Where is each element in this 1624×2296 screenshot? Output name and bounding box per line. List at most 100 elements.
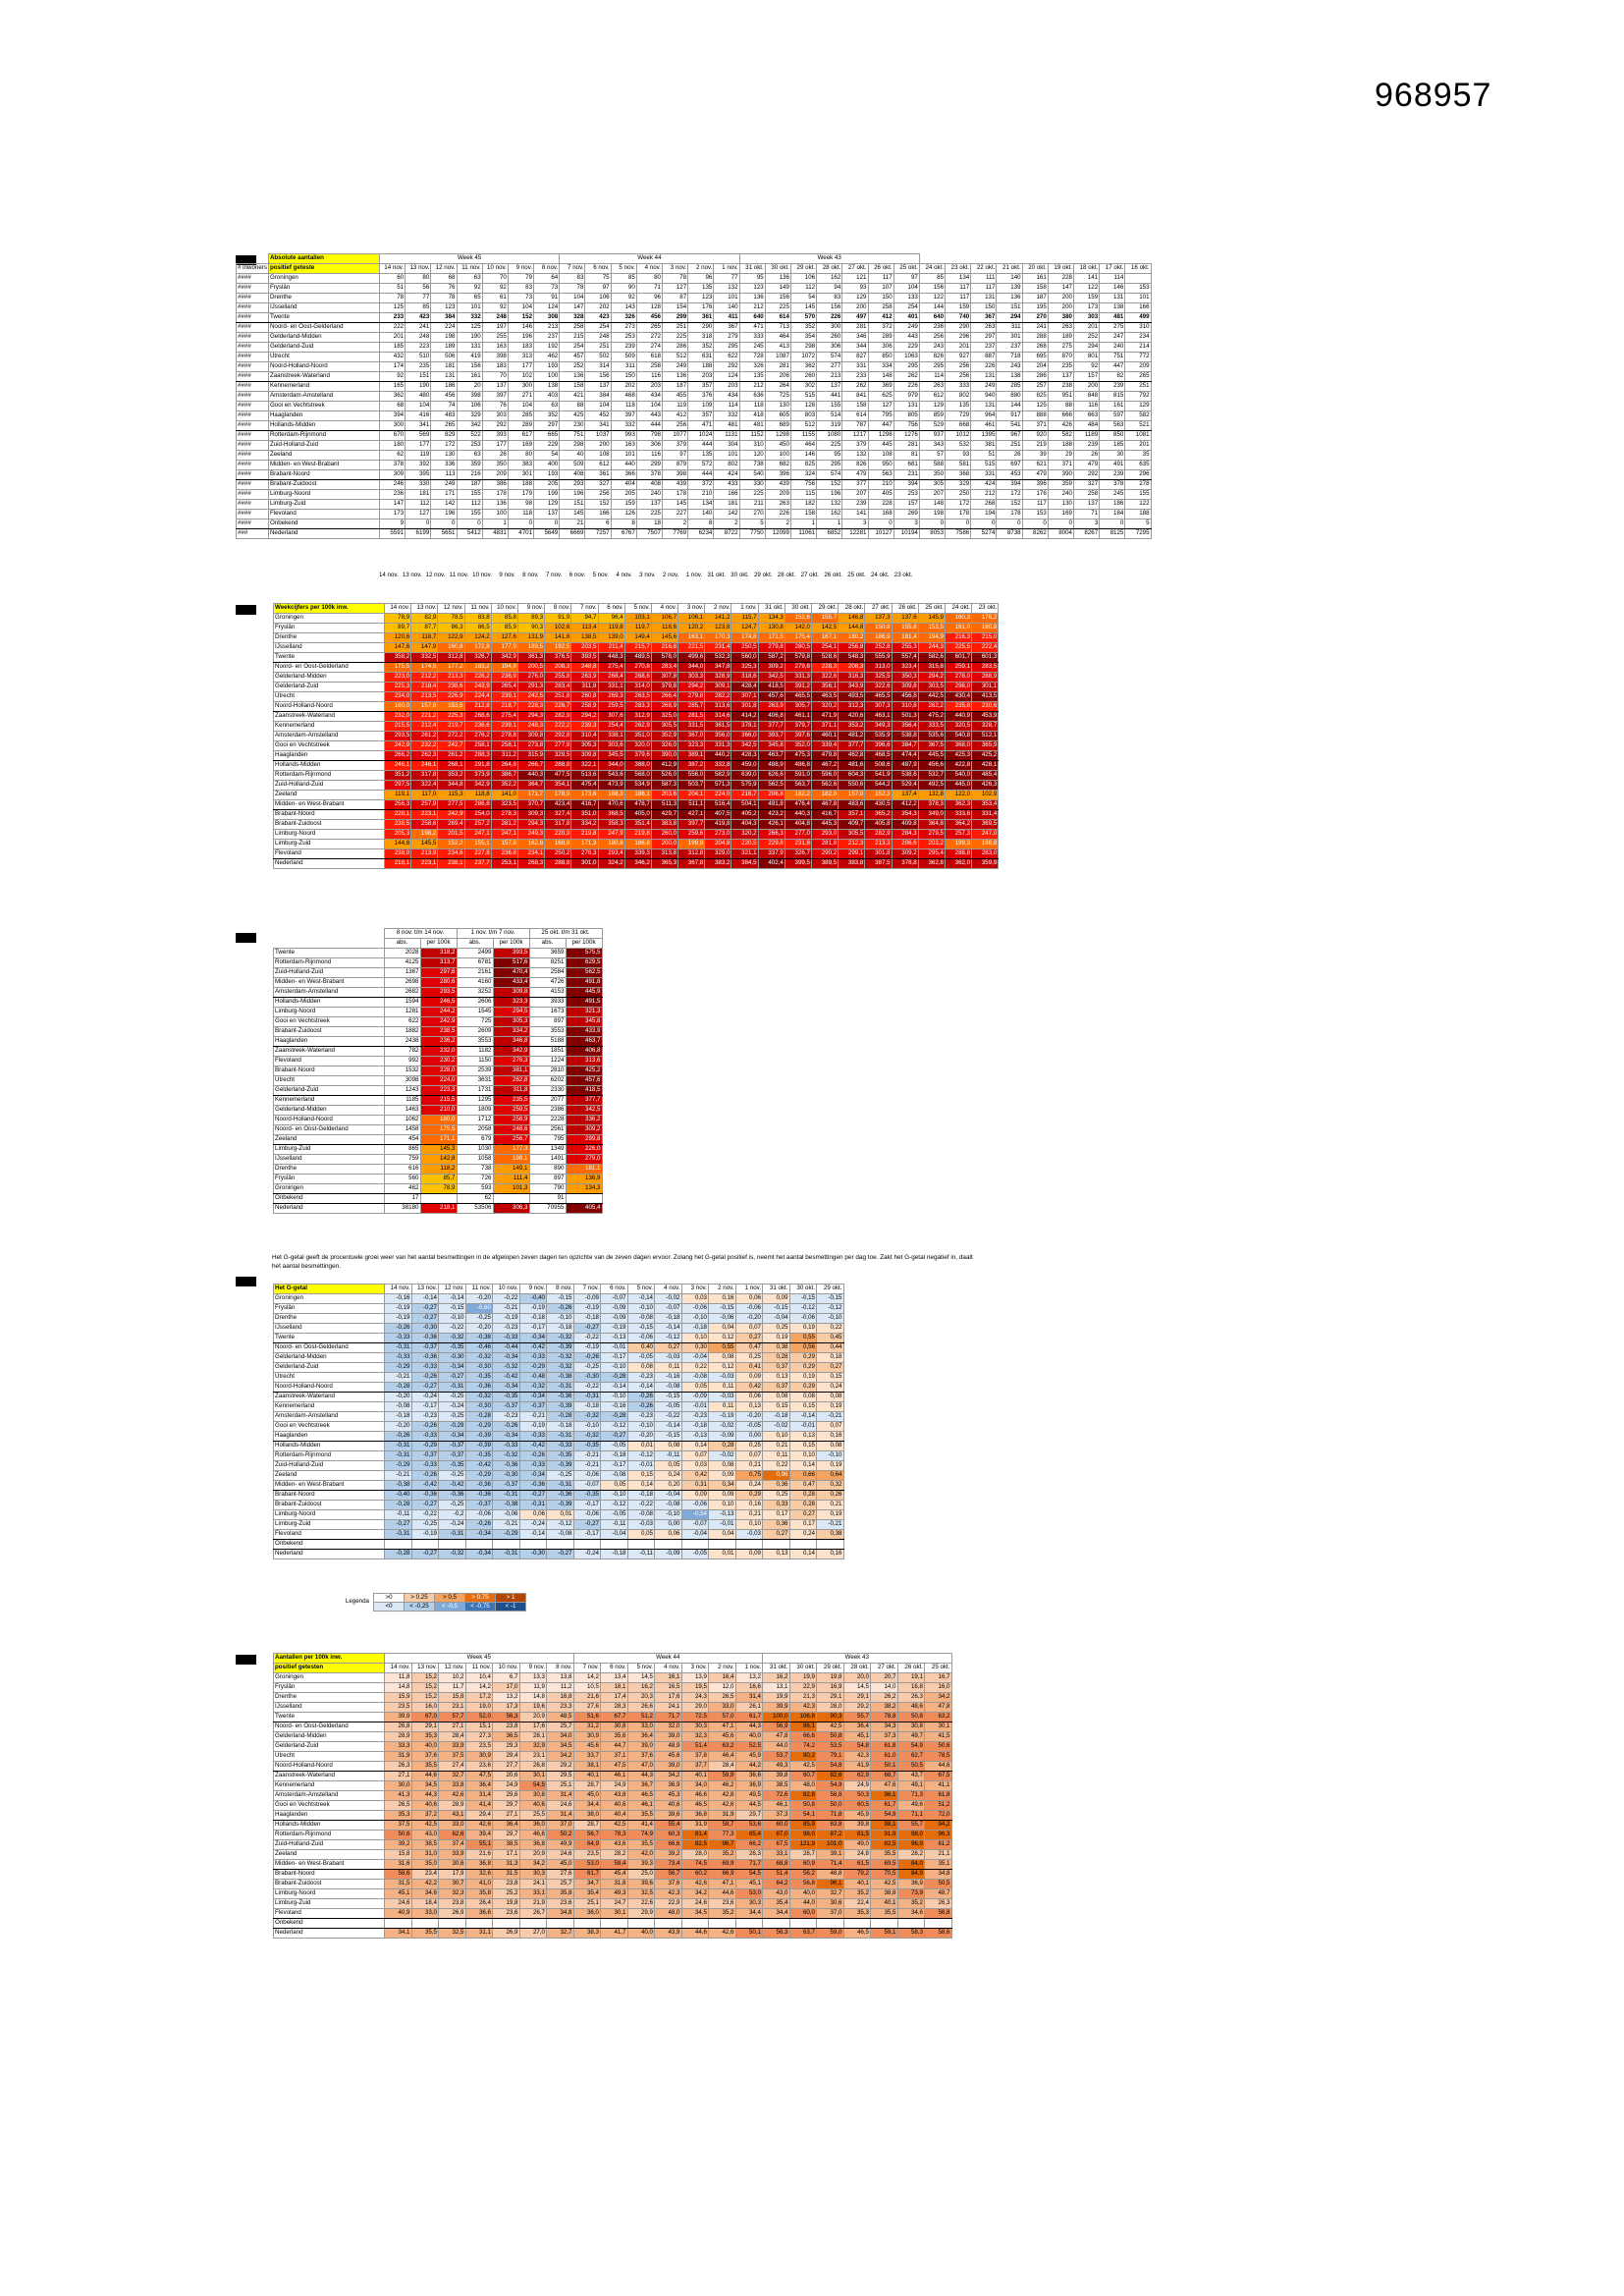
g-cell: -0,09 xyxy=(572,1293,601,1304)
value-cell: 11061 xyxy=(789,528,818,539)
value-cell: 180,8 xyxy=(597,839,625,849)
value-cell: 404 xyxy=(610,479,637,490)
value-cell: 161 xyxy=(1099,401,1126,411)
g-cell: -0,28 xyxy=(600,1372,628,1383)
region-name: Onbekend xyxy=(273,1539,385,1550)
value-cell: 26,9 xyxy=(492,1928,520,1939)
g-cell: -0,36 xyxy=(464,1480,493,1491)
value-cell: 80 xyxy=(507,450,535,461)
g-cell xyxy=(680,1539,709,1550)
value-cell: 63,2 xyxy=(708,1741,736,1752)
value-cell: 12,0 xyxy=(708,1682,736,1693)
value-cell: 218,4 xyxy=(410,682,439,692)
value-cell: 398 xyxy=(481,352,509,362)
date-header: 31 okt. xyxy=(757,603,785,614)
region-name: Haaglanden xyxy=(273,1810,385,1821)
table-row: Limburg-Noord 45,1 34,6 32,3 35,8 25,2 33,1 35,… xyxy=(273,1888,952,1899)
value-cell: 42,6 xyxy=(438,1790,466,1801)
date-header: 4 nov. xyxy=(654,1663,682,1673)
value-cell: 270,8 xyxy=(623,662,652,673)
value-cell: 26,6 xyxy=(626,1702,655,1713)
value-cell: 29,9 xyxy=(626,1908,655,1919)
value-cell: 322,1 xyxy=(570,760,599,771)
value-cell: 631 xyxy=(687,352,715,362)
value-cell: 68 xyxy=(378,401,406,411)
region-name: Gelderland-Midden xyxy=(267,332,380,343)
value-cell: 73 xyxy=(507,293,535,303)
value-cell: 366 xyxy=(610,469,637,480)
value-cell: 313,0 xyxy=(864,662,893,673)
value-cell: 57 xyxy=(918,450,947,461)
region-name: Groningen xyxy=(273,1183,385,1194)
table-row: Zuid-Holland-Zuid 39,2 38,5 37,4 55,1 38,5 36,… xyxy=(273,1839,952,1850)
g-cell: -0,12 xyxy=(600,1500,628,1510)
g-cell: -0,32 xyxy=(546,1362,574,1373)
value-cell: 293,5 xyxy=(383,731,412,741)
value-cell: 327 xyxy=(1072,479,1101,490)
value-cell: 416 xyxy=(405,410,432,421)
region-name: Groningen xyxy=(267,273,380,284)
value-cell: 262,2 xyxy=(917,701,946,712)
value-cell: 241 xyxy=(405,322,432,333)
g-cell: -0,08 xyxy=(384,1401,412,1412)
g-cell: -0,17 xyxy=(410,1401,439,1412)
value-cell: 10,5 xyxy=(572,1682,601,1693)
per100k-cell: 142,8 xyxy=(419,1154,458,1165)
value-cell: 37,2 xyxy=(410,1810,439,1821)
value-cell: 46,6 xyxy=(518,1830,547,1840)
value-cell: 35,4 xyxy=(572,1888,601,1899)
date-header: 4 nov. xyxy=(654,1284,682,1294)
g-cell: 0,12 xyxy=(708,1362,736,1373)
value-cell: 156 xyxy=(456,361,483,372)
value-cell: 162,8 xyxy=(516,839,546,849)
value-cell: 23,5 xyxy=(572,1849,601,1860)
date-header: 25 okt. xyxy=(924,1663,952,1673)
value-cell: 90,3 xyxy=(816,1712,844,1722)
value-cell: 25,1 xyxy=(572,1898,601,1909)
table-row: #### Groningen 60 80 68 63 70 79 64 83 75 85 80 78 96 7… xyxy=(236,273,1152,284)
value-cell: 322,4 xyxy=(410,780,439,791)
value-cell: 134,3 xyxy=(757,613,785,624)
value-cell: 129 xyxy=(841,293,869,303)
value-cell: 23,8 xyxy=(438,1898,466,1909)
abs-cell: 1243 xyxy=(383,1085,421,1096)
g-cell: -0,27 xyxy=(384,1519,412,1530)
value-cell xyxy=(708,1918,736,1929)
g-cell: 0,09 xyxy=(680,1490,709,1501)
value-cell: 238,0 xyxy=(383,848,412,859)
value-cell: 640 xyxy=(738,312,766,323)
g-cell xyxy=(384,1539,412,1550)
value-cell: 232,0 xyxy=(383,711,412,722)
value-cell: 481 xyxy=(738,420,766,431)
per100k-cell: 381,1 xyxy=(492,1066,530,1076)
region-name: Noord- en Oost-Gelderland xyxy=(273,1124,385,1135)
value-cell: 104 xyxy=(507,302,535,313)
table-row: Brabant-Noord -0,40 -0,36 -0,36 -0,36 -0,31 -0… xyxy=(273,1490,844,1501)
value-cell: 194,9 xyxy=(917,632,946,643)
value-cell: 282,2 xyxy=(704,691,732,702)
value-cell: 29,7 xyxy=(492,1830,520,1840)
g-cell: -0,21 xyxy=(816,1411,844,1422)
value-cell: 198 xyxy=(918,509,947,519)
value-cell: 172 xyxy=(945,499,972,510)
g-cell: -0,27 xyxy=(600,1431,628,1442)
g-cell: 0,10 xyxy=(680,1333,709,1343)
value-cell: 117 xyxy=(945,293,972,303)
value-cell: 24,7 xyxy=(600,1898,628,1909)
value-cell: 294 xyxy=(996,312,1023,323)
value-cell: 49,3 xyxy=(762,1761,790,1772)
value-cell: 481 xyxy=(713,420,740,431)
g-cell: -0,16 xyxy=(600,1401,628,1412)
value-cell: 353,2 xyxy=(437,770,465,781)
value-cell: 40,1 xyxy=(870,1898,898,1909)
value-cell: 63 xyxy=(533,401,561,411)
value-cell: 211,4 xyxy=(597,642,625,653)
value-cell: 32,3 xyxy=(680,1731,709,1742)
value-cell: 50,2 xyxy=(546,1830,574,1840)
value-cell: 283,5 xyxy=(971,662,1000,673)
g-cell: -0,11 xyxy=(626,1549,655,1559)
value-cell: 318,6 xyxy=(731,672,759,683)
value-cell: 10,4 xyxy=(464,1672,493,1683)
value-cell: 129 xyxy=(918,401,947,411)
value-cell: 386 xyxy=(481,479,509,490)
